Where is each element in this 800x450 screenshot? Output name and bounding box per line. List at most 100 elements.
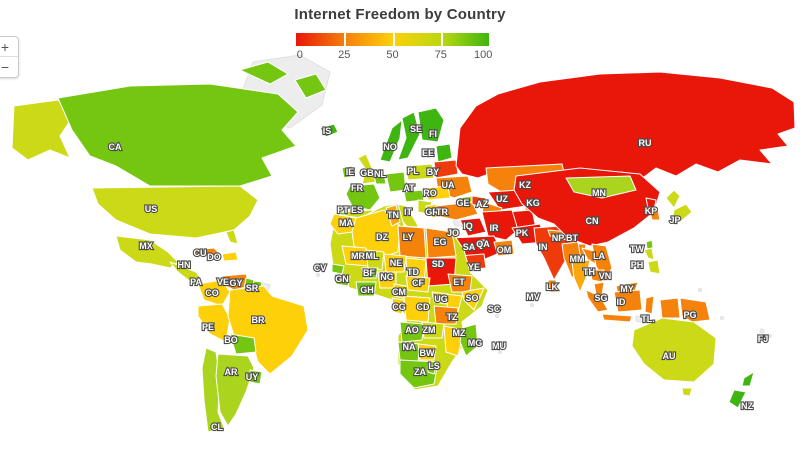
country-label-MX[interactable]: MX bbox=[138, 240, 154, 252]
country-shape-MX[interactable] bbox=[115, 235, 179, 269]
country-shape-RO[interactable] bbox=[425, 185, 451, 201]
country-label-LK[interactable]: LK bbox=[545, 281, 560, 293]
country-label-SC[interactable]: SC bbox=[487, 303, 502, 315]
country-label-SA[interactable]: SA bbox=[462, 241, 477, 253]
country-label-FJ[interactable]: FJ bbox=[757, 333, 770, 345]
country-shape-PE[interactable] bbox=[197, 303, 231, 343]
country-shape-GN[interactable] bbox=[333, 273, 351, 287]
country-shape-AU[interactable] bbox=[681, 387, 693, 397]
country-label-SR[interactable]: SR bbox=[245, 282, 260, 294]
country-label-IT[interactable]: IT bbox=[403, 206, 414, 218]
country-label-NO[interactable]: NO bbox=[382, 141, 398, 153]
country-shape-UY[interactable] bbox=[249, 369, 263, 385]
country-shape-AR[interactable] bbox=[215, 353, 255, 427]
country-label-OM[interactable]: OM bbox=[496, 244, 513, 256]
country-shape-BY[interactable] bbox=[433, 159, 459, 179]
country-shape-AT[interactable] bbox=[403, 189, 425, 203]
country-label-SE[interactable]: SE bbox=[409, 123, 423, 135]
country-label-GY[interactable]: GY bbox=[228, 277, 243, 289]
country-shape-JP[interactable] bbox=[665, 189, 681, 209]
country-label-DZ[interactable]: DZ bbox=[375, 231, 390, 243]
country-label-IQ[interactable]: IQ bbox=[462, 220, 474, 232]
country-shape-ZM[interactable] bbox=[421, 321, 445, 339]
country-shape-MN[interactable] bbox=[565, 175, 637, 199]
country-label-PE[interactable]: PE bbox=[201, 321, 215, 333]
country-label-MZ[interactable]: MZ bbox=[451, 327, 467, 339]
country-label-TH[interactable]: TH bbox=[582, 266, 596, 278]
country-label-PG[interactable]: PG bbox=[682, 309, 697, 321]
country-label-ET[interactable]: ET bbox=[452, 276, 466, 288]
country-label-AR[interactable]: AR bbox=[223, 366, 239, 378]
country-label-CF[interactable]: CF bbox=[411, 277, 426, 289]
country-shape-VN[interactable] bbox=[591, 243, 613, 283]
country-shape-SE[interactable] bbox=[397, 111, 421, 161]
country-shape-CU[interactable] bbox=[191, 247, 221, 257]
country-label-MY[interactable]: MY bbox=[619, 283, 635, 295]
country-label-QA[interactable]: QA bbox=[475, 238, 491, 250]
country-label-VN[interactable]: VN bbox=[598, 270, 613, 282]
country-shape-CA[interactable] bbox=[239, 61, 289, 85]
country-label-JO[interactable]: JO bbox=[446, 227, 460, 239]
country-shape-ID[interactable] bbox=[659, 297, 681, 319]
zoom-out-button[interactable]: − bbox=[0, 57, 18, 77]
country-shape-CA[interactable] bbox=[57, 83, 299, 187]
country-shape-ID[interactable] bbox=[613, 289, 643, 313]
country-shape-IS[interactable] bbox=[319, 123, 339, 138]
country-label-UG[interactable]: UG bbox=[433, 293, 449, 305]
country-shape-GH[interactable] bbox=[355, 281, 377, 297]
country-label-KP[interactable]: KP bbox=[644, 205, 659, 217]
country-label-NP[interactable]: NP bbox=[551, 232, 566, 244]
country-shape-LK[interactable] bbox=[547, 279, 559, 293]
country-label-ZM[interactable]: ZM bbox=[421, 324, 436, 336]
country-label-CN[interactable]: CN bbox=[584, 215, 599, 227]
country-shape-IE[interactable] bbox=[341, 165, 355, 179]
country-label-EG[interactable]: EG bbox=[432, 236, 447, 248]
country-label-KG[interactable]: KG bbox=[525, 197, 541, 209]
country-shape-ML[interactable] bbox=[365, 249, 385, 271]
country-label-TN[interactable]: TN bbox=[386, 209, 400, 221]
country-shape-MA[interactable] bbox=[329, 213, 357, 235]
country-shape-BO[interactable] bbox=[229, 333, 257, 355]
country-label-TZ[interactable]: TZ bbox=[445, 311, 459, 323]
country-shape-BW[interactable] bbox=[417, 343, 437, 361]
country-label-PK[interactable]: PK bbox=[515, 227, 530, 239]
country-shape-BR[interactable] bbox=[227, 285, 309, 375]
country-shape-NZ[interactable] bbox=[728, 389, 747, 409]
country-label-RO[interactable]: RO bbox=[422, 187, 438, 199]
country-label-CV[interactable]: CV bbox=[313, 262, 328, 274]
country-shape-QA[interactable] bbox=[479, 239, 486, 247]
country-label-US[interactable]: US bbox=[144, 203, 159, 215]
country-label-CM[interactable]: CM bbox=[391, 286, 407, 298]
country-label-UY[interactable]: UY bbox=[245, 371, 260, 383]
country-shape-PH[interactable] bbox=[643, 247, 655, 261]
country-label-MG[interactable]: MG bbox=[467, 337, 484, 349]
country-label-LY[interactable]: LY bbox=[402, 231, 415, 243]
country-label-MM[interactable]: MM bbox=[568, 253, 585, 265]
country-label-KZ[interactable]: KZ bbox=[518, 179, 533, 191]
country-shape-PH[interactable] bbox=[647, 259, 661, 275]
country-label-VE[interactable]: VE bbox=[216, 276, 230, 288]
country-shape-EG[interactable] bbox=[425, 227, 457, 259]
country-shape-TW[interactable] bbox=[645, 239, 654, 250]
country-label-GN[interactable]: GN bbox=[334, 273, 350, 285]
country-label-IN[interactable]: IN bbox=[537, 241, 548, 253]
country-label-LA[interactable]: LA bbox=[592, 250, 607, 262]
country-label-NL[interactable]: NL bbox=[373, 168, 388, 180]
country-shape-NZ[interactable] bbox=[741, 371, 755, 387]
country-shape-US[interactable] bbox=[225, 229, 239, 245]
country-label-PA[interactable]: PA bbox=[189, 276, 204, 288]
country-shape-PL[interactable] bbox=[405, 163, 435, 181]
country-label-SG[interactable]: SG bbox=[593, 292, 608, 304]
country-shape-MG[interactable] bbox=[459, 323, 479, 357]
country-shape-FI[interactable] bbox=[417, 107, 445, 143]
country-label-TD[interactable]: TD bbox=[406, 266, 421, 278]
country-label-MU[interactable]: MU bbox=[491, 340, 507, 352]
country-label-JP[interactable]: JP bbox=[668, 214, 681, 226]
country-label-PL[interactable]: PL bbox=[406, 165, 420, 177]
country-shape-LS[interactable] bbox=[427, 365, 437, 375]
country-label-UZ[interactable]: UZ bbox=[495, 193, 510, 205]
country-shape-EE[interactable] bbox=[435, 143, 453, 163]
country-label-MR[interactable]: MR bbox=[350, 250, 367, 262]
country-shape-RU[interactable] bbox=[455, 71, 796, 181]
